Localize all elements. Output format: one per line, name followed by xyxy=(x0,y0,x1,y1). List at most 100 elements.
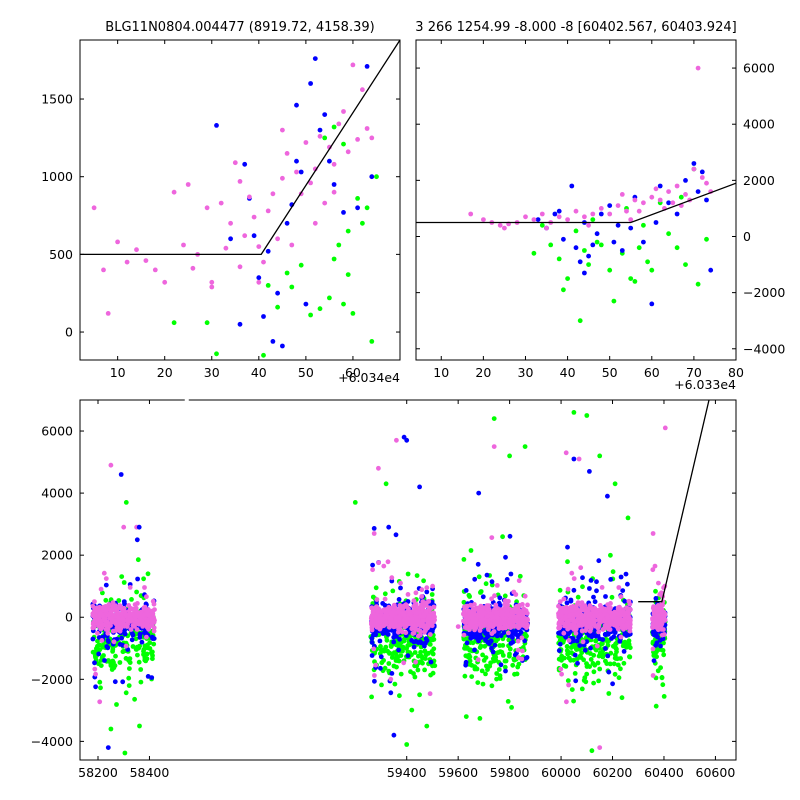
data-point-green xyxy=(122,750,128,756)
data-point-green xyxy=(136,659,142,665)
x-tick-label: 59600 xyxy=(438,765,478,780)
data-point-blue xyxy=(577,259,583,265)
data-point-pink xyxy=(91,205,97,211)
data-point-pink xyxy=(424,585,430,591)
data-point-pink xyxy=(111,639,117,645)
data-point-green xyxy=(653,703,659,709)
data-point-pink xyxy=(95,630,100,636)
data-point-green xyxy=(507,646,513,652)
data-point-pink xyxy=(427,691,433,697)
data-point-green xyxy=(423,652,429,658)
data-point-blue xyxy=(577,643,583,648)
data-point-blue xyxy=(556,208,562,214)
data-point-green xyxy=(489,683,495,689)
data-point-green xyxy=(422,648,428,654)
x-tick-label: 10 xyxy=(433,365,449,380)
data-point-blue xyxy=(135,576,141,582)
data-point-blue xyxy=(488,638,494,644)
data-point-green xyxy=(214,351,219,357)
data-point-pink xyxy=(110,628,116,634)
data-point-pink xyxy=(649,194,655,200)
data-point-pink xyxy=(162,279,168,285)
data-point-pink xyxy=(381,563,387,569)
data-point-pink xyxy=(588,621,594,627)
data-point-pink xyxy=(411,608,417,613)
data-point-pink xyxy=(101,607,107,613)
data-point-pink xyxy=(402,622,407,628)
data-point-green xyxy=(606,691,612,696)
data-point-blue xyxy=(280,343,285,349)
data-point-pink xyxy=(129,617,135,623)
data-point-pink xyxy=(123,643,129,649)
data-point-green xyxy=(308,312,313,318)
data-point-green xyxy=(507,453,512,459)
data-point-green xyxy=(317,306,323,312)
data-point-blue xyxy=(96,651,102,657)
data-point-blue xyxy=(568,597,574,603)
data-point-pink xyxy=(142,585,147,590)
data-point-green xyxy=(327,295,332,301)
data-point-blue xyxy=(369,174,375,180)
data-point-green xyxy=(614,646,619,652)
data-point-pink xyxy=(524,610,530,616)
data-point-pink xyxy=(561,630,567,636)
data-point-green xyxy=(565,678,571,684)
data-point-green xyxy=(411,671,416,676)
data-point-pink xyxy=(587,603,593,608)
data-point-green xyxy=(584,661,589,666)
data-point-green xyxy=(612,481,618,487)
data-point-green xyxy=(473,666,479,671)
data-point-blue xyxy=(651,658,657,664)
panel-top-left-offset-label: +6.034e4 xyxy=(338,370,400,385)
data-point-green xyxy=(619,695,625,701)
data-point-blue xyxy=(598,211,604,217)
data-point-pink xyxy=(463,616,469,621)
data-point-green xyxy=(422,656,428,661)
data-point-pink xyxy=(430,618,436,624)
data-point-blue xyxy=(105,745,111,750)
data-point-green xyxy=(597,453,603,459)
data-point-blue xyxy=(580,575,585,581)
data-point-green xyxy=(108,726,114,732)
data-point-green xyxy=(579,650,585,656)
data-point-green xyxy=(607,267,613,273)
data-point-green xyxy=(116,598,122,603)
data-point-pink xyxy=(651,622,656,628)
data-point-pink xyxy=(223,245,229,251)
x-tick-label: 59800 xyxy=(490,765,530,780)
data-point-pink xyxy=(294,169,299,175)
data-point-green xyxy=(584,413,590,418)
data-point-blue xyxy=(396,647,401,653)
data-point-pink xyxy=(569,570,575,576)
data-point-blue xyxy=(589,634,595,640)
data-point-green xyxy=(171,320,177,326)
data-point-pink xyxy=(595,623,601,629)
data-point-blue xyxy=(564,600,570,606)
data-point-pink xyxy=(237,264,243,270)
data-point-pink xyxy=(566,682,571,688)
data-point-green xyxy=(502,658,508,664)
data-point-green xyxy=(591,669,597,675)
data-point-pink xyxy=(507,613,513,618)
data-point-green xyxy=(678,194,684,200)
data-point-green xyxy=(404,646,409,651)
data-point-pink xyxy=(494,583,500,588)
data-point-pink xyxy=(461,632,467,638)
data-point-green xyxy=(597,666,603,672)
data-point-pink xyxy=(419,594,425,599)
data-point-pink xyxy=(566,638,572,643)
data-point-pink xyxy=(121,608,127,614)
data-point-green xyxy=(500,643,506,648)
data-point-pink xyxy=(624,208,629,214)
data-point-green xyxy=(596,678,601,684)
data-point-green xyxy=(429,592,435,597)
y-tick-label: −2000 xyxy=(743,285,785,300)
data-point-green xyxy=(355,196,360,201)
data-point-green xyxy=(467,594,472,599)
data-point-pink xyxy=(151,618,157,623)
data-point-green xyxy=(483,581,489,587)
data-point-pink xyxy=(602,623,608,628)
data-point-pink xyxy=(418,629,423,634)
data-point-blue xyxy=(370,562,375,568)
data-point-blue xyxy=(372,678,377,684)
